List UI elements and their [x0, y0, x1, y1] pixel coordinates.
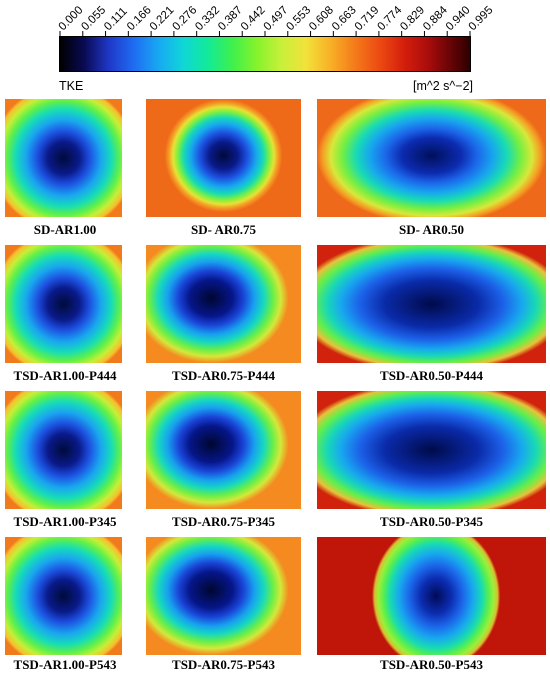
colorbar-tick-label: 0.166	[125, 4, 154, 33]
contour-panel-tsd-ar050-p444	[317, 245, 546, 363]
contour-panel-tsd-ar100-p345	[5, 391, 122, 509]
colorbar-tick-label: 0.497	[262, 4, 291, 33]
colorbar-tick-label: 0.884	[421, 4, 450, 33]
contour-panel-tsd-ar075-p444	[146, 245, 301, 363]
contour-panel-tsd-ar075-p345	[146, 391, 301, 509]
panel-label: TSD-AR0.75-P444	[172, 368, 275, 383]
contour-panel-tsd-ar100-p444	[5, 245, 122, 363]
colorbar-ticks: 0.0000.0550.1110.1660.2210.2760.3320.387…	[57, 4, 496, 36]
colorbar-unit-label: [m^2 s^−2]	[413, 79, 474, 93]
colorbar-tick-label: 0.000	[57, 4, 86, 33]
colorbar-variable-label: TKE	[59, 79, 84, 93]
colorbar-tick-label: 0.111	[102, 5, 130, 33]
panel-label: TSD-AR1.00-P345	[13, 514, 117, 529]
panel-label: SD- AR0.75	[190, 222, 256, 237]
panel-label: TSD-AR0.50-P444	[380, 368, 483, 383]
colorbar-tick-label: 0.221	[148, 4, 177, 33]
colorbar-legend: 0.000 0.055 0.111 0.166 0.221 0.276 0.332 0.387…	[0, 0, 550, 100]
contour-panel-tsd-ar050-p345	[317, 391, 546, 509]
colorbar-tick-label: 0.995	[467, 4, 496, 33]
panel-label: TSD-AR0.50-P543	[380, 657, 483, 672]
contour-panel-sd-ar100	[5, 99, 122, 217]
colorbar-tick-label: 0.940	[444, 4, 473, 33]
panel-label: TSD-AR0.50-P345	[380, 514, 483, 529]
colorbar-tick-label: 0.553	[284, 4, 313, 33]
panel-label: SD-AR1.00	[33, 222, 97, 237]
panel-label: TSD-AR0.75-P543	[172, 657, 275, 672]
colorbar-tick-label: 0.774	[376, 4, 405, 33]
panel-label: SD- AR0.50	[398, 222, 464, 237]
contour-panel-tsd-ar075-p543	[146, 537, 301, 655]
panel-label: TSD-AR0.75-P345	[172, 514, 275, 529]
contour-panel-tsd-ar100-p543	[5, 537, 122, 655]
colorbar-tick-label: 0.055	[79, 4, 108, 33]
panel-label: TSD-AR1.00-P543	[13, 657, 117, 672]
colorbar-tick-label: 0.663	[330, 4, 359, 33]
colorbar-tick-label: 0.332	[193, 4, 222, 33]
colorbar-tick-label: 0.719	[353, 4, 382, 33]
contour-panel-sd-ar075	[146, 99, 301, 217]
panel-label: TSD-AR1.00-P444	[13, 368, 117, 383]
colorbar-tick-label: 0.829	[398, 4, 427, 33]
colorbar-tick-label: 0.387	[216, 4, 245, 33]
contour-panel-sd-ar050	[317, 99, 546, 217]
colorbar-tick-label: 0.442	[239, 4, 268, 33]
colorbar-tick-label: 0.276	[171, 4, 200, 33]
colorbar-tick-label: 0.608	[307, 4, 336, 33]
colorbar-gradient	[59, 36, 471, 72]
contour-panel-tsd-ar050-p543	[317, 537, 546, 655]
